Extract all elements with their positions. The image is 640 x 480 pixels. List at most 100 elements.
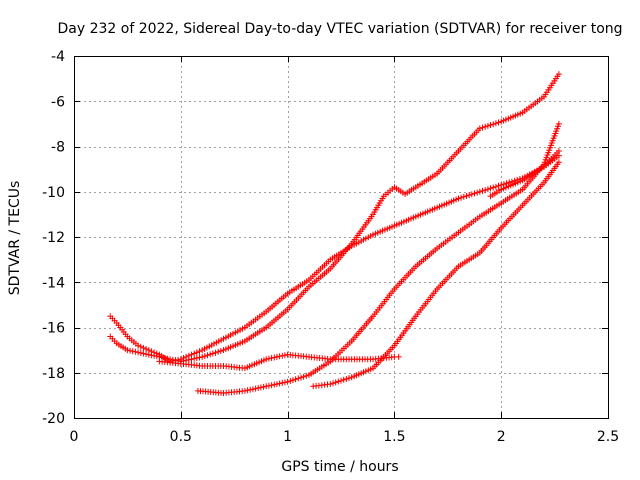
data-point xyxy=(137,343,144,350)
data-point xyxy=(196,354,203,361)
data-point xyxy=(148,352,155,359)
y-tick-label: -14 xyxy=(42,275,65,291)
data-point xyxy=(191,350,198,357)
data-point xyxy=(201,353,208,360)
data-point xyxy=(484,186,491,193)
data-point xyxy=(474,189,481,196)
data-point xyxy=(482,123,489,130)
x-tick-label: 1.5 xyxy=(383,429,405,445)
y-tick-label: -12 xyxy=(42,230,65,246)
data-point xyxy=(276,380,283,387)
y-tick-label: -4 xyxy=(51,49,65,65)
data-point xyxy=(298,374,304,381)
data-point xyxy=(204,352,211,359)
data-points xyxy=(107,71,562,397)
data-point xyxy=(295,375,302,382)
data-point xyxy=(153,353,160,360)
data-point xyxy=(346,375,352,382)
data-point xyxy=(207,351,214,358)
y-tick-label: -10 xyxy=(42,185,65,201)
data-point xyxy=(460,193,467,200)
x-tick-label: 2.5 xyxy=(597,429,619,445)
data-point xyxy=(484,122,491,129)
data-point xyxy=(330,380,336,387)
data-point xyxy=(511,177,518,184)
data-point xyxy=(212,349,219,356)
x-tick-label: 2 xyxy=(497,429,506,445)
data-point xyxy=(503,180,510,187)
data-point xyxy=(476,188,483,195)
data-point xyxy=(241,387,248,394)
data-point xyxy=(487,185,494,192)
y-tick-label: -8 xyxy=(51,140,65,156)
data-point xyxy=(217,348,224,354)
data-point xyxy=(268,382,275,389)
data-point xyxy=(340,376,347,383)
data-point xyxy=(265,355,272,362)
data-point xyxy=(479,187,486,194)
data-point xyxy=(244,387,251,394)
data-point xyxy=(463,193,470,199)
data-point xyxy=(191,355,198,362)
y-tick-label: -20 xyxy=(42,411,65,427)
x-tick-label: 1 xyxy=(283,429,292,445)
y-tick-label: -18 xyxy=(42,366,65,382)
data-point xyxy=(289,377,296,384)
data-point xyxy=(273,381,280,388)
data-point xyxy=(555,159,562,166)
data-point xyxy=(555,148,562,154)
data-point xyxy=(143,346,150,352)
data-point xyxy=(279,352,286,359)
data-point xyxy=(555,71,562,78)
data-point xyxy=(555,120,562,127)
grid xyxy=(74,56,608,418)
data-point xyxy=(273,353,280,360)
data-point xyxy=(303,372,310,379)
data-point xyxy=(343,376,350,382)
data-point xyxy=(281,379,288,386)
data-point xyxy=(260,383,267,390)
data-point xyxy=(468,191,475,198)
data-point xyxy=(395,353,402,360)
data-point xyxy=(332,379,339,386)
x-tick-label: 0.5 xyxy=(170,429,192,445)
data-point xyxy=(132,348,139,355)
data-point xyxy=(284,378,291,385)
data-point xyxy=(140,350,147,357)
data-point xyxy=(506,179,513,186)
data-point xyxy=(292,376,299,383)
data-point xyxy=(490,121,497,128)
data-point xyxy=(492,183,499,190)
data-point xyxy=(476,125,483,132)
data-point xyxy=(252,385,259,392)
data-point xyxy=(145,351,152,358)
data-point xyxy=(124,347,131,354)
data-point xyxy=(199,353,206,360)
data-point xyxy=(193,349,200,356)
data-point xyxy=(209,350,216,357)
x-tick-label: 0 xyxy=(70,429,79,445)
y-axis-label: SDTVAR / TECUs xyxy=(7,181,23,296)
data-point xyxy=(492,120,499,127)
data-point xyxy=(300,373,307,380)
data-point xyxy=(215,348,222,355)
data-point xyxy=(265,382,272,389)
data-point xyxy=(249,386,256,393)
data-point xyxy=(335,378,342,385)
data-point xyxy=(495,182,502,189)
data-point xyxy=(327,381,334,388)
data-point xyxy=(508,178,515,185)
data-point xyxy=(287,378,294,384)
data-point xyxy=(471,190,478,197)
data-point xyxy=(338,377,344,384)
data-point xyxy=(271,354,278,361)
y-tick-label: -6 xyxy=(51,94,65,110)
data-point xyxy=(482,187,489,194)
data-point xyxy=(490,184,497,191)
chart-title: Day 232 of 2022, Sidereal Day-to-day VTE… xyxy=(57,21,622,37)
axis-ticks: 0 0.5 1 1.5 2 2.5 -20 -18 -16 -14 -12 -10 -8 -6 -4 xyxy=(42,49,619,445)
x-axis-label: GPS time / hours xyxy=(281,459,398,475)
data-point xyxy=(263,356,270,363)
